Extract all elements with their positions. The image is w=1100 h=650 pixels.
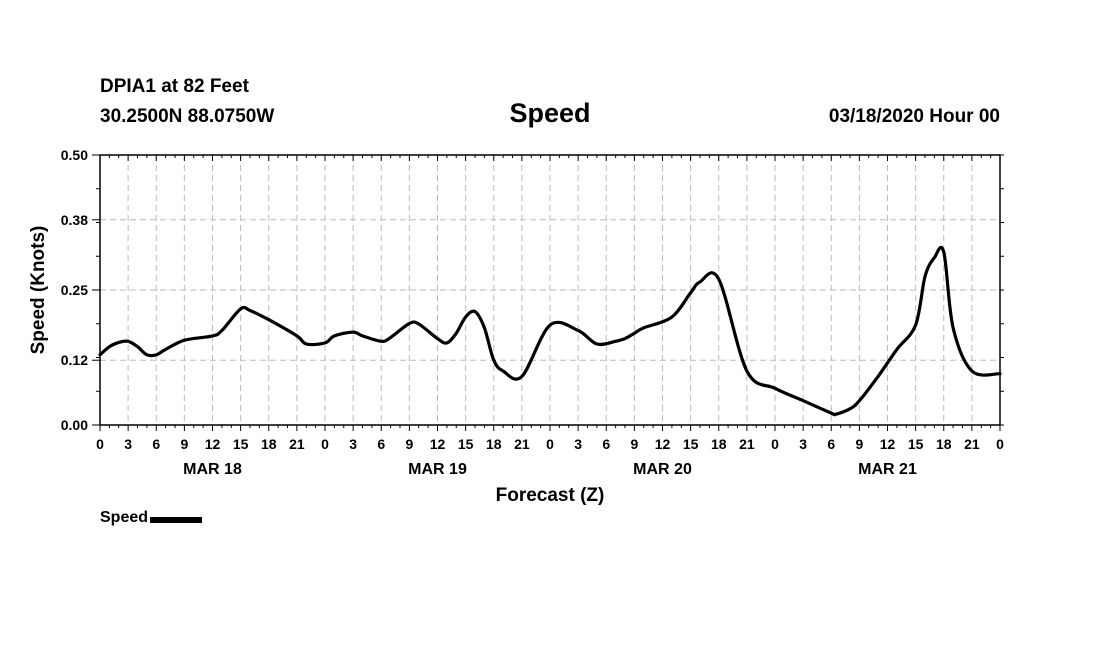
x-tick-label: 21: [289, 436, 305, 452]
y-tick-label: 0.00: [61, 417, 88, 433]
x-tick-label: 3: [349, 436, 357, 452]
x-tick-label: 15: [683, 436, 699, 452]
y-tick-label: 0.50: [61, 147, 88, 163]
x-tick-label: 21: [739, 436, 755, 452]
chart-title: Speed: [509, 98, 591, 128]
x-tick-label: 15: [458, 436, 474, 452]
x-tick-label: 15: [233, 436, 249, 452]
series-line-speed: [98, 245, 1002, 417]
plot-frame: [99, 154, 1001, 426]
coordinates-label: 30.2500N 88.0750W: [100, 106, 275, 127]
x-tick-label: 9: [855, 436, 863, 452]
x-tick-label: 9: [180, 436, 188, 452]
y-tick-label: 0.25: [61, 282, 88, 298]
x-tick-label: 0: [96, 436, 104, 452]
x-tick-label: 9: [405, 436, 413, 452]
x-tick-label: 18: [261, 436, 277, 452]
x-tick-label: 12: [655, 436, 671, 452]
x-axis-title: Forecast (Z): [496, 485, 605, 506]
x-tick-label: 0: [546, 436, 554, 452]
x-tick-label: 15: [908, 436, 924, 452]
x-tick-label: 3: [124, 436, 132, 452]
x-tick-label: 12: [205, 436, 221, 452]
legend-swatch: [150, 516, 203, 523]
y-tick-label: 0.38: [61, 212, 88, 228]
date-label: MAR 18: [183, 461, 242, 478]
x-tick-label: 6: [152, 436, 160, 452]
x-tick-label: 21: [514, 436, 530, 452]
y-tick-label: 0.12: [61, 352, 88, 368]
x-tick-label: 6: [602, 436, 610, 452]
y-axis-title: Speed (Knots): [28, 226, 49, 355]
station-label: DPIA1 at 82 Feet: [100, 76, 249, 97]
x-tick-label: 18: [711, 436, 727, 452]
x-tick-label: 0: [996, 436, 1004, 452]
x-tick-label: 18: [936, 436, 952, 452]
date-label: MAR 19: [408, 461, 467, 478]
x-tick-label: 12: [430, 436, 446, 452]
x-tick-label: 0: [321, 436, 329, 452]
x-tick-label: 6: [377, 436, 385, 452]
forecast-timestamp: 03/18/2020 Hour 00: [828, 106, 1000, 127]
legend-label: Speed: [100, 509, 149, 526]
x-tick-label: 0: [771, 436, 779, 452]
x-tick-label: 21: [964, 436, 980, 452]
x-tick-label: 12: [880, 436, 896, 452]
date-label: MAR 21: [858, 461, 917, 478]
x-tick-label: 18: [486, 436, 502, 452]
x-tick-label: 3: [574, 436, 582, 452]
x-tick-label: 3: [799, 436, 807, 452]
legend: Speed: [100, 509, 203, 527]
date-label: MAR 20: [633, 461, 692, 478]
x-tick-label: 9: [630, 436, 638, 452]
x-tick-label: 6: [827, 436, 835, 452]
